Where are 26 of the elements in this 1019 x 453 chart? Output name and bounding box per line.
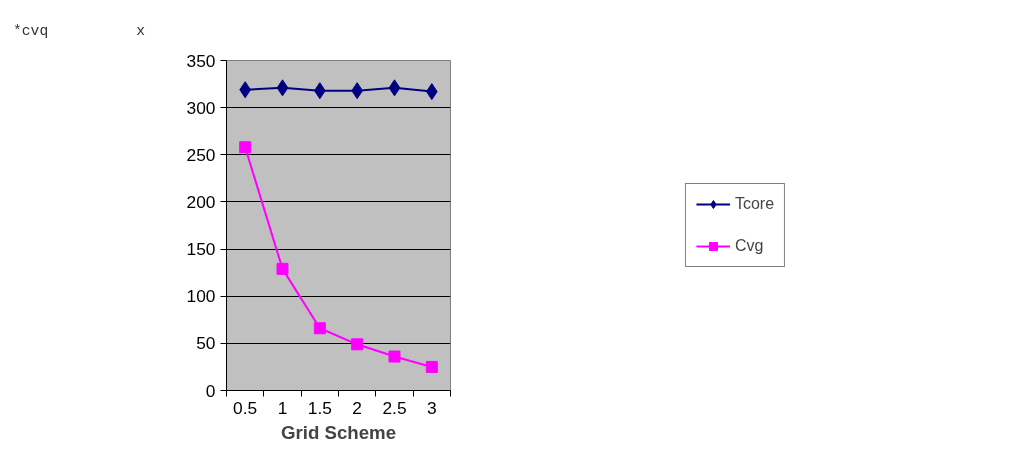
point — [276, 79, 289, 97]
point — [388, 350, 401, 363]
legend-label: Cvg — [734, 237, 764, 255]
y-tick-label: 250 — [186, 144, 216, 165]
y-tick-label: 0 — [205, 380, 216, 401]
point — [313, 322, 326, 335]
x-tick-label: 3 — [427, 397, 437, 418]
text: *cvq x — [13, 22, 145, 41]
x-tick-label: 0.5 — [233, 397, 258, 418]
legend-label: Tcore — [734, 195, 775, 213]
y-tick-label: 150 — [186, 239, 216, 260]
point — [239, 141, 252, 154]
x-tick-label: 2.5 — [382, 397, 407, 418]
point — [425, 360, 438, 373]
point — [351, 338, 364, 351]
y-tick-label: 300 — [186, 97, 216, 118]
x-axis-title: Grid Scheme — [280, 421, 397, 443]
y-tick-label: 50 — [196, 333, 216, 354]
x-tick-label: 1 — [277, 397, 288, 418]
point — [388, 79, 401, 97]
point — [276, 262, 289, 275]
y-tick-label: 200 — [186, 191, 216, 212]
y-tick-label: 100 — [186, 286, 216, 307]
x-tick-label: 2 — [352, 397, 362, 418]
x-tick-label: 1.5 — [307, 397, 332, 418]
y-tick-label: 350 — [186, 50, 216, 71]
